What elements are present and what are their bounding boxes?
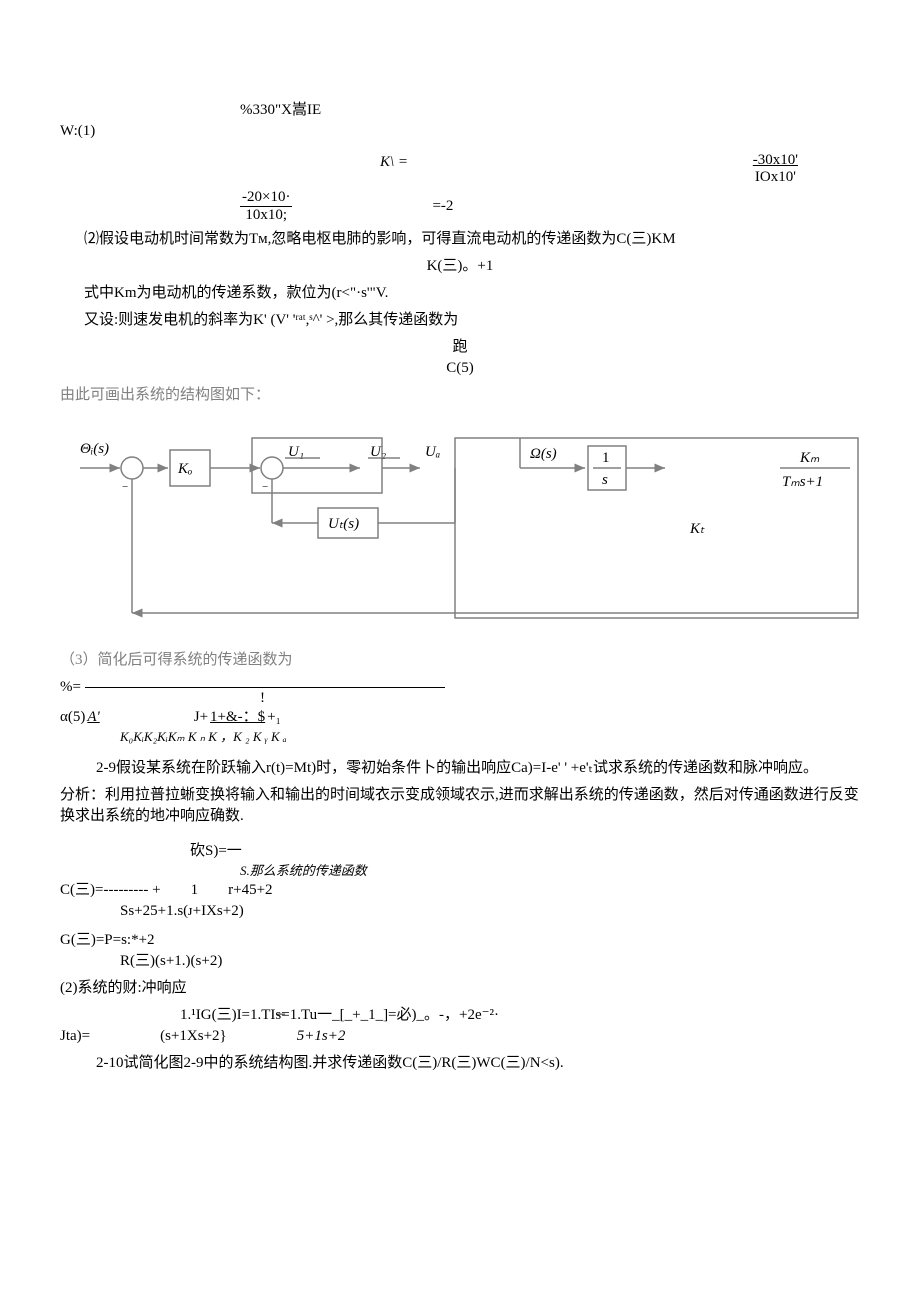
para-3: 式中Km为电动机的传递系数，款位为(r<"·s'"V. xyxy=(60,283,860,304)
diagram-kt: Kₜ xyxy=(689,521,705,537)
diagram-int-den: s xyxy=(602,472,608,488)
header-line1: %330"X嵩IE xyxy=(60,100,860,121)
diagram-tf-num: Kₘ xyxy=(799,450,820,466)
equation-5: G(三)=P=s:*+2 R(三)(s+1.)(s+2) xyxy=(60,930,860,972)
para-6: （3）简化后可得系统的传递函数为 xyxy=(60,650,860,671)
equation-6: 1.¹IG(三)I=1.TIs̶=1.Tu一_[_+_1_]=必)_。-，+2e… xyxy=(60,1005,860,1047)
eq6-l2a: Jta)= xyxy=(60,1026,90,1047)
tf-l2b: A' xyxy=(87,707,99,728)
eq4-l2b: 1 xyxy=(191,880,199,901)
k1-frac1-num: -30x10' xyxy=(751,152,800,169)
tf-l2e: +₁ xyxy=(267,707,281,728)
equation-2: K(三)。+1 xyxy=(60,256,860,277)
transfer-function-block: %= ! α(5) A' J+ 1+&-：$ +₁ K₀KᵢK₂KᵢKₘ K ₙ… xyxy=(60,677,860,746)
eq4-l1b: S.那么系统的传递函数 xyxy=(240,863,367,878)
k1-rhs: =-2 xyxy=(432,196,453,217)
diagram-theta: Θᵢ(s) xyxy=(80,441,109,457)
para-8: 分析：利用拉普拉蜥变换将输入和输出的时间域衣示变成领域农示,进而求解出系统的传递… xyxy=(60,785,860,827)
equation-k1-row2: -20×10· 10x10; =-2 xyxy=(60,189,860,223)
equation-4: 砍S)=一 S.那么系统的传递函数 C(三)=--------- + 1 r+4… xyxy=(60,841,860,922)
tf-l2a: α(5) xyxy=(60,707,85,728)
equation-3b: C(5) xyxy=(60,358,860,379)
para-2: ⑵假设电动机时间常数为Tᴍ,忽略电枢电肺的影响，可得直流电动机的传递函数为C(三… xyxy=(60,229,860,250)
k1-frac2-den: 10x10; xyxy=(243,207,289,224)
diagram-int-num: 1 xyxy=(602,450,610,466)
para-9: (2)系统的财:冲响应 xyxy=(60,978,860,999)
diagram-ua: Uₐ xyxy=(425,444,440,460)
diagram-omega: Ω(s) xyxy=(530,446,557,462)
eq6-l2c: 5+1s+2 xyxy=(297,1026,346,1047)
eq4-l2a: C(三)=--------- + xyxy=(60,880,161,901)
diagram-ut: Uₜ(s) xyxy=(328,516,359,532)
k1-lhs: K\ = xyxy=(380,152,408,185)
svg-text:−: − xyxy=(262,481,268,493)
eq5-l2: R(三)(s+1.)(s+2) xyxy=(60,951,860,972)
equation-k1-row1: K\ = -30x10' IOx10' xyxy=(60,152,860,185)
eq4-l2c: r+45+2 xyxy=(228,880,272,901)
tf-l3: K₀KᵢK₂KᵢKₘ K ₙ K ，K ₂ K ᵧ K ₐ xyxy=(60,728,860,746)
para-10: 2-10试简化图2-9中的系统结构图.并求传递函数C(三)/R(三)WC(三)/… xyxy=(60,1053,860,1074)
svg-text:−: − xyxy=(122,481,128,493)
diagram-ko: Kₒ xyxy=(177,461,192,477)
eq4-l1: 砍S)=一 xyxy=(190,843,242,859)
diagram-svg: Θᵢ(s) − Kₒ − U₁ U₂ Uₐ xyxy=(60,418,860,638)
para-5: 由此可画出系统的结构图如下： xyxy=(60,385,860,406)
header-line2: W:(1) xyxy=(60,121,860,142)
eq6-l2b: (s+1Xs+2} xyxy=(160,1026,227,1047)
diagram-tf-den: Tₘs+1 xyxy=(782,474,823,490)
k1-frac1-den: IOx10' xyxy=(753,169,798,186)
k1-frac2: -20×10· 10x10; xyxy=(240,189,292,223)
eq5-l1: G(三)=P=s:*+2 xyxy=(60,930,860,951)
para-4: 又设:则速发电机的斜率为K' (V' 'ʳᵃᵗ,ˢ^' >,那么其传递函数为 xyxy=(60,310,860,331)
block-diagram: Θᵢ(s) − Kₒ − U₁ U₂ Uₐ xyxy=(60,418,860,638)
eq6-l1a: 1.¹IG(三)I=1.TIs̶=1.Tu一_[_+_1_]=必)_。-，+2e… xyxy=(60,1005,860,1026)
equation-3a: 跑 xyxy=(60,337,860,358)
eq4-l3: Ss+25+1.s(ᴊ+IXs+2) xyxy=(60,901,860,922)
k1-frac2-num: -20×10· xyxy=(240,189,292,207)
para-7: 2-9假设某系统在阶跃输入r(t)=Mt)时，零初始条件卜的输出响应Ca)=I-… xyxy=(60,758,860,779)
tf-l2c: J+ xyxy=(194,707,208,728)
tf-l1b: ! xyxy=(260,688,265,709)
tf-l2d: 1+&-：$ xyxy=(210,707,265,728)
k1-frac1: -30x10' IOx10' xyxy=(751,152,800,185)
